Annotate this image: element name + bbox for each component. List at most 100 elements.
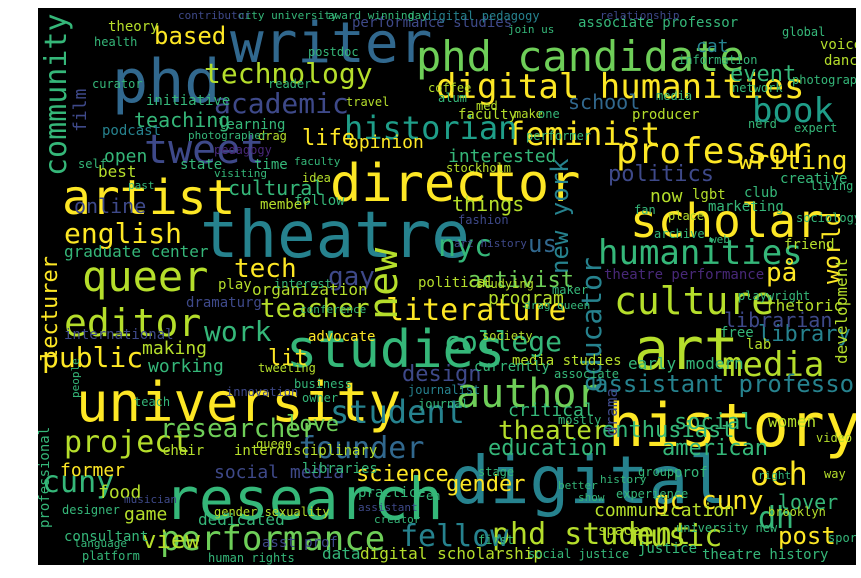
word-relationship: relationship <box>600 9 680 22</box>
word-society: society <box>482 329 533 343</box>
word-video: video <box>816 431 853 445</box>
word-humanities: humanities <box>598 233 803 273</box>
word-scholar: scholar <box>630 194 824 248</box>
word-make: make <box>514 107 543 121</box>
word-founder: founder <box>298 431 425 466</box>
word-lgbt: lgbt <box>692 187 726 203</box>
word-interested: interested <box>448 146 557 167</box>
word-creator: creator <box>374 513 421 526</box>
word-women: women <box>768 412 817 431</box>
word-self: self <box>78 157 107 171</box>
word-past: past <box>128 179 155 192</box>
word-nyc: nyc <box>438 229 493 264</box>
word-time: time <box>254 157 288 173</box>
word-expert: expert <box>794 121 838 135</box>
word-tweeting: tweeting <box>258 361 316 375</box>
word-conference: conference <box>300 303 367 316</box>
word-event: event <box>730 62 797 87</box>
word-english: english <box>64 217 183 250</box>
word-college: college <box>444 325 563 358</box>
word-performance: performance <box>160 519 386 559</box>
word-phd: phd <box>112 47 221 117</box>
word-open: open <box>104 146 148 167</box>
word-alum: alum <box>438 91 467 105</box>
word-business: business <box>294 377 352 391</box>
word-group: group <box>638 465 675 479</box>
word-sport: sport <box>828 531 856 545</box>
word-living: living <box>810 179 854 193</box>
word-work: work <box>204 315 272 348</box>
word-feminist: feminist <box>506 115 661 153</box>
word-interdisciplinary: interdisciplinary <box>234 443 378 459</box>
word-asst-prof: asst prof <box>262 535 338 551</box>
word-art-history: art history <box>454 237 527 250</box>
word-drag-queen: drag queen <box>524 299 591 312</box>
word-phd-student: phd student <box>492 517 691 552</box>
word-library: library <box>758 322 851 347</box>
word-literature: literature <box>386 293 567 328</box>
word-owner: owner <box>302 391 339 405</box>
word-space: space <box>598 523 641 539</box>
word-dedicated: dedicated <box>198 510 285 529</box>
word-lecturer: lecturer <box>38 256 63 362</box>
word-associate-professor: associate professor <box>578 15 739 31</box>
word-play: play <box>218 277 252 293</box>
word-right: right <box>758 469 792 482</box>
word-producer: producer <box>632 107 700 123</box>
word-studies: studies <box>286 320 506 380</box>
word-contributor: contributor <box>178 9 251 22</box>
word-gay: gay <box>328 262 375 292</box>
word-data: data <box>322 544 361 563</box>
word-creative: creative <box>780 171 848 187</box>
word-pa: på <box>766 258 798 288</box>
word-travel: travel <box>346 95 390 109</box>
word-show: show <box>578 491 605 504</box>
word-art: art <box>634 315 739 383</box>
word-academic: academic <box>214 87 349 120</box>
word-public: public <box>42 341 144 374</box>
word-dance: dance <box>824 53 856 69</box>
word-politics: politics <box>608 162 714 187</box>
word-language: language <box>74 537 127 550</box>
word-fellow: fellow <box>400 519 509 554</box>
word-playwright: playwright <box>738 289 811 303</box>
word-cultural: cultural <box>228 176 325 200</box>
word-phd-candidate: phd candidate <box>416 32 745 81</box>
word-nerd: nerd <box>748 117 777 131</box>
word-brooklyn: brooklyn <box>768 505 826 519</box>
word-university-new: university new <box>676 521 778 535</box>
word-things: things <box>452 192 525 216</box>
word-member: member <box>260 197 311 213</box>
word-us: us <box>528 230 557 258</box>
word-voice: voice <box>820 37 856 53</box>
word-assistant-professor: assistant professor <box>594 370 856 398</box>
word-faculty: faculty <box>458 107 518 123</box>
word-now: now <box>650 186 683 207</box>
word-theory: theory <box>108 19 159 35</box>
word-way: way <box>824 467 846 481</box>
word-working: working <box>148 356 224 377</box>
word-reader: reader <box>268 77 312 91</box>
word-journal: journal <box>418 397 469 411</box>
word-better: better <box>558 479 598 492</box>
word-historian: historian <box>344 109 518 147</box>
word-organization: organization <box>252 280 368 299</box>
word-faculty-2: faculty <box>294 155 341 168</box>
word-community: community <box>39 13 74 176</box>
word-technology: technology <box>204 57 373 90</box>
word-author: author <box>456 371 601 417</box>
word-maker: maker <box>552 283 589 297</box>
word-social: social <box>674 410 754 435</box>
word-gender-sexuality: gender sexuality <box>214 505 330 519</box>
word-web: web <box>710 233 730 246</box>
word-lit: lit <box>268 346 308 371</box>
word-fan: fan <box>634 203 656 217</box>
word-film: film <box>70 88 91 132</box>
word-teaching: teaching <box>134 108 231 132</box>
word-history-2: history <box>600 473 647 486</box>
word-stockholm: stockholm <box>446 161 512 175</box>
word-queer: queer <box>82 252 209 301</box>
word-cuny: cuny <box>42 465 115 500</box>
word-theater: theater <box>498 416 608 446</box>
word-drama: drama <box>602 387 621 436</box>
